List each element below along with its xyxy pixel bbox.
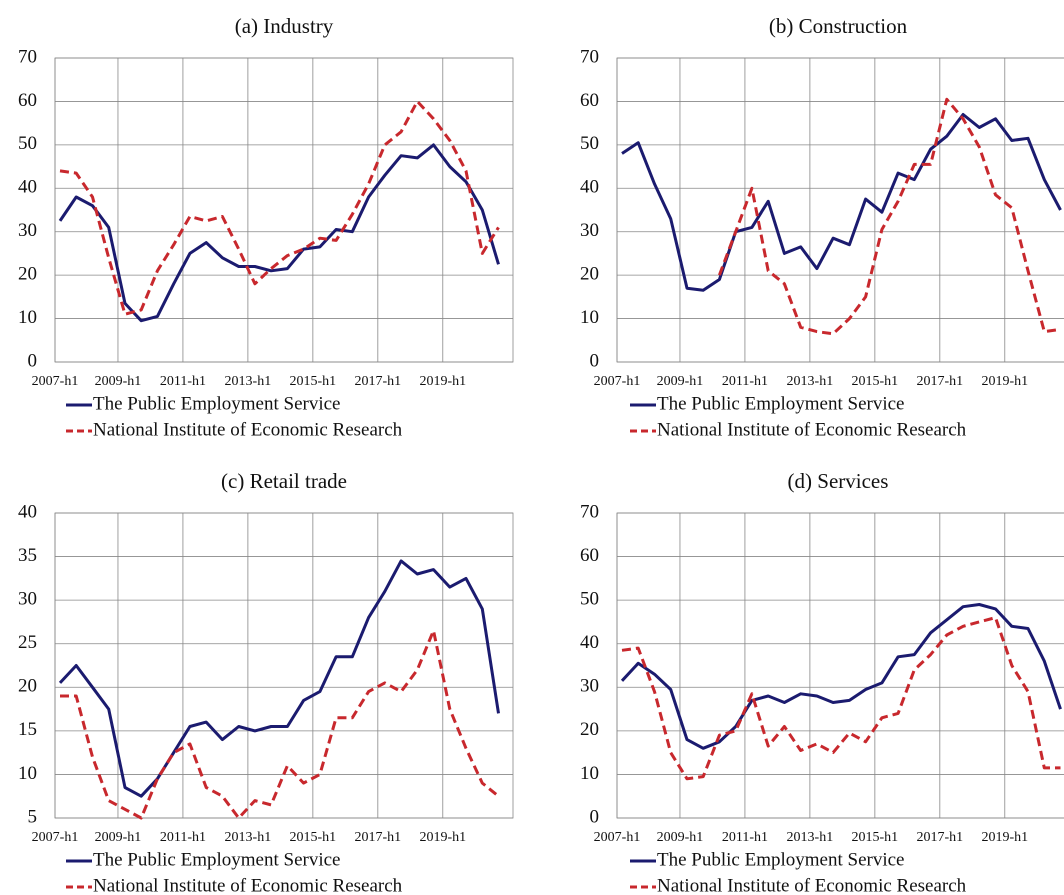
panel-title: (a) Industry	[235, 14, 334, 38]
x-tick-label: 2009-h1	[95, 830, 142, 845]
x-tick-label: 2009-h1	[657, 374, 704, 389]
legend-label: The Public Employment Service	[93, 393, 340, 414]
y-tick-label: 50	[580, 133, 599, 154]
y-tick-label: 0	[590, 806, 600, 827]
y-tick-label: 0	[590, 350, 600, 371]
y-tick-label: 10	[580, 307, 599, 328]
y-tick-label: 20	[580, 264, 599, 285]
x-tick-label: 2007-h1	[594, 830, 641, 845]
x-tick-label: 2009-h1	[657, 830, 704, 845]
x-tick-label: 2015-h1	[852, 830, 899, 845]
series-line	[58, 143, 500, 323]
x-tick-label: 2019-h1	[981, 374, 1028, 389]
legend-label: National Institute of Economic Research	[657, 419, 967, 440]
x-tick-label: 2011-h1	[722, 830, 768, 845]
series-line	[621, 616, 1061, 781]
x-tick-label: 2011-h1	[160, 374, 206, 389]
y-tick-label: 10	[580, 763, 599, 784]
x-tick-label: 2015-h1	[290, 830, 337, 845]
panel: (c) Retail trade 5 10 15 20 25 30 35 40 2007-h1 20…	[18, 469, 514, 895]
y-tick-label: 10	[18, 307, 37, 328]
x-tick-label: 2007-h1	[32, 830, 79, 845]
x-tick-label: 2017-h1	[354, 830, 401, 845]
x-tick-label: 2015-h1	[290, 374, 337, 389]
series-line	[58, 559, 500, 798]
y-tick-label: 40	[18, 501, 37, 522]
x-tick-label: 2013-h1	[787, 374, 834, 389]
y-tick-label: 30	[580, 676, 599, 697]
series-line	[620, 603, 1062, 750]
y-tick-label: 50	[18, 133, 37, 154]
plot-frame	[616, 57, 1064, 363]
y-tick-label: 15	[18, 719, 37, 740]
y-tick-label: 35	[18, 545, 37, 566]
y-tick-label: 30	[18, 589, 37, 610]
panel-title: (b) Construction	[769, 14, 908, 38]
x-tick-label: 2013-h1	[225, 830, 272, 845]
y-tick-label: 30	[580, 220, 599, 241]
panel-title: (d) Services	[788, 469, 889, 493]
legend-label: The Public Employment Service	[93, 849, 340, 870]
plot-frame	[616, 512, 1064, 819]
plot-frame	[54, 512, 514, 819]
y-tick-label: 60	[580, 545, 599, 566]
legend-label: National Institute of Economic Research	[93, 875, 403, 895]
x-tick-label: 2007-h1	[32, 374, 79, 389]
y-tick-label: 70	[580, 46, 599, 67]
y-tick-label: 10	[18, 763, 37, 784]
y-tick-label: 70	[580, 501, 599, 522]
y-tick-label: 40	[18, 177, 37, 198]
panel: (a) Industry 0 10 20 30 40 50 60 70 2007-h1 2009-h…	[18, 14, 514, 440]
series-line	[621, 113, 1062, 292]
y-tick-label: 40	[580, 632, 599, 653]
y-tick-label: 20	[18, 676, 37, 697]
y-tick-label: 25	[18, 632, 37, 653]
series-line	[717, 97, 1061, 336]
x-tick-label: 2011-h1	[722, 374, 768, 389]
x-tick-label: 2017-h1	[354, 374, 401, 389]
x-tick-label: 2017-h1	[916, 830, 963, 845]
y-tick-label: 70	[18, 46, 37, 67]
x-tick-label: 2013-h1	[225, 374, 272, 389]
y-tick-label: 60	[18, 90, 37, 111]
x-tick-label: 2013-h1	[787, 830, 834, 845]
y-tick-label: 30	[18, 220, 37, 241]
x-tick-label: 2009-h1	[95, 374, 142, 389]
legend-label: National Institute of Economic Research	[657, 875, 967, 895]
y-tick-label: 20	[580, 719, 599, 740]
y-tick-label: 60	[580, 90, 599, 111]
y-tick-label: 20	[18, 264, 37, 285]
x-tick-label: 2019-h1	[419, 830, 466, 845]
panel-title: (c) Retail trade	[221, 469, 347, 493]
x-tick-label: 2011-h1	[160, 830, 206, 845]
x-tick-label: 2007-h1	[594, 374, 641, 389]
y-tick-label: 50	[580, 589, 599, 610]
y-tick-label: 0	[28, 350, 38, 371]
panel: (b) Construction 0 10 20 30 40 50 60 70 2007-h1 20…	[580, 14, 1064, 440]
y-tick-label: 40	[580, 177, 599, 198]
plot-frame	[54, 57, 514, 363]
x-tick-label: 2019-h1	[981, 830, 1028, 845]
x-tick-label: 2015-h1	[852, 374, 899, 389]
y-tick-label: 5	[28, 806, 38, 827]
legend-label: The Public Employment Service	[657, 393, 904, 414]
panel: (d) Services 0 10 20 30 40 50 60 70 2007-h1 2009-h…	[580, 469, 1064, 895]
series-line	[60, 629, 500, 820]
series-line	[59, 99, 500, 316]
x-tick-label: 2017-h1	[916, 374, 963, 389]
x-tick-label: 2019-h1	[419, 374, 466, 389]
legend-label: The Public Employment Service	[657, 849, 904, 870]
legend-label: National Institute of Economic Research	[93, 419, 403, 440]
